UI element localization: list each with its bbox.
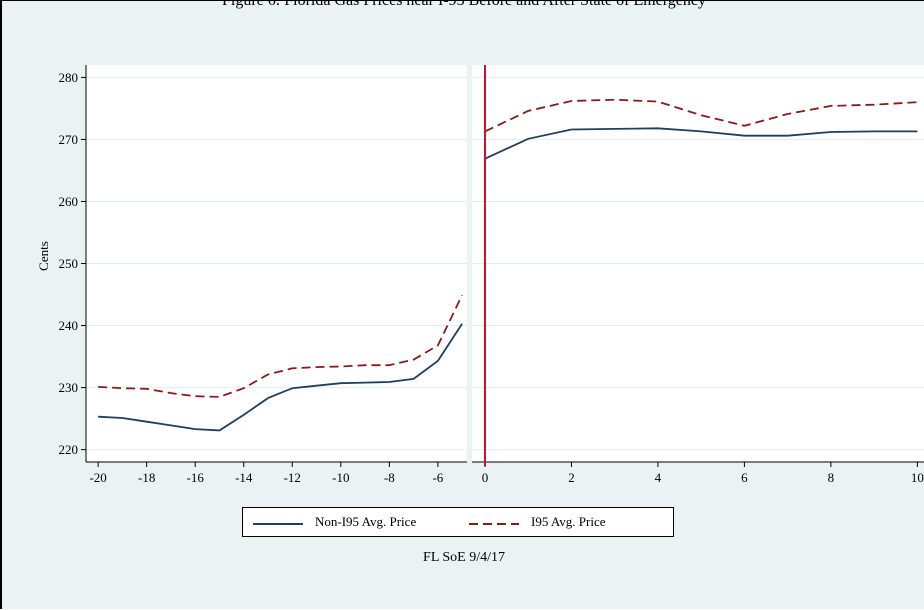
legend-label-non-i95: Non-I95 Avg. Price [315,514,417,529]
x-tick-label: -10 [332,470,349,485]
legend: Non-I95 Avg. Price I95 Avg. Price [242,507,674,537]
legend-item-non-i95: Non-I95 Avg. Price [253,508,416,536]
y-tick-label: 230 [59,380,79,395]
y-tick-label: 240 [59,318,79,333]
x-tick-label: 4 [655,470,662,485]
x-tick-label: 8 [828,470,835,485]
y-tick-label: 270 [59,132,79,147]
legend-item-i95: I95 Avg. Price [469,508,606,536]
chart-subtitle: FL SoE 9/4/17 [423,550,505,565]
x-tick-label: -16 [187,470,205,485]
x-tick-label: 0 [482,470,489,485]
x-tick-label: -12 [284,470,301,485]
series-line-i95-pre [98,294,463,398]
y-tick-label: 260 [59,194,79,209]
x-tick-label: 2 [568,470,575,485]
x-tick-label: -20 [89,470,106,485]
y-tick-label: 280 [59,70,79,85]
series-line-i95-post [484,98,918,133]
x-tick-label: 10 [911,470,924,485]
y-tick-label: 250 [59,256,79,271]
chart-title: Figure 6: Florida Gas Prices near I-95 B… [2,1,924,10]
x-tick-label: -18 [138,470,155,485]
x-tick-label: -8 [384,470,395,485]
x-tick-label: 6 [741,470,748,485]
series-line-non-i95-post [484,127,918,160]
series-line-non-i95-pre [98,323,463,432]
legend-swatch-i95 [469,517,519,527]
x-tick-label: -14 [235,470,253,485]
y-tick-label: 220 [59,442,79,457]
x-tick-label: -6 [432,470,443,485]
chart-title-container: Figure 6: Florida Gas Prices near I-95 B… [2,1,924,14]
legend-swatch-non-i95 [253,517,303,527]
legend-label-i95: I95 Avg. Price [531,514,606,529]
